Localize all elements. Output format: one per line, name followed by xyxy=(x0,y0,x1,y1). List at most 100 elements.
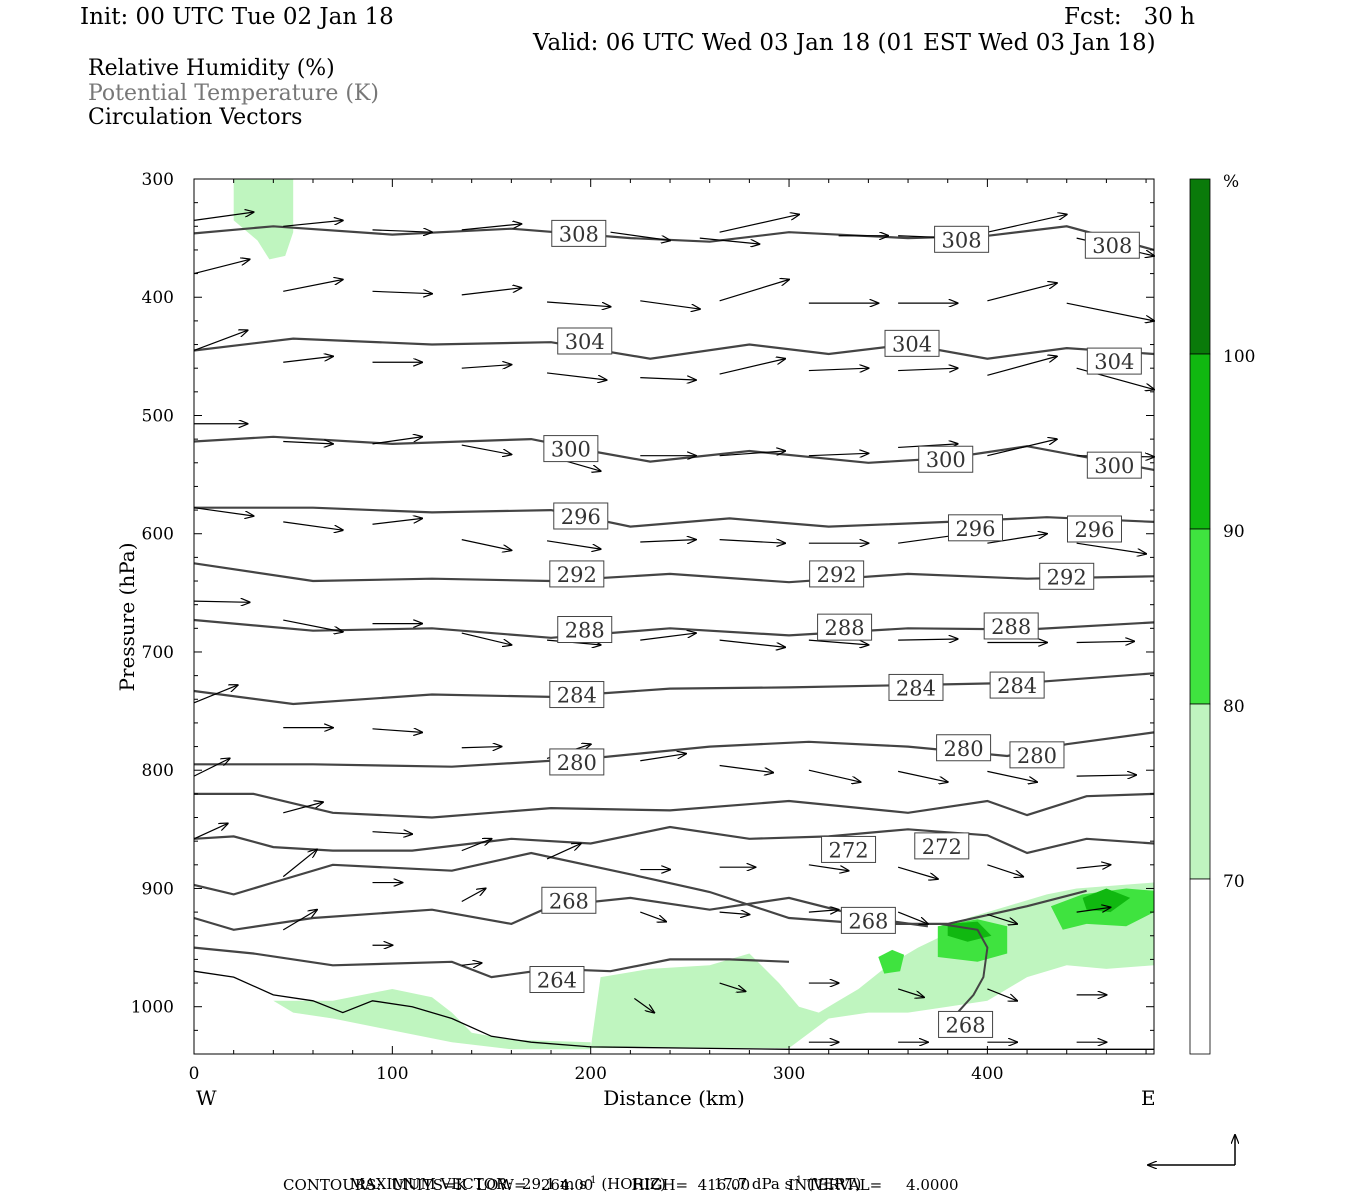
init-time: Init: 00 UTC Tue 02 Jan 18 xyxy=(80,4,394,30)
x-tick-label: 0 xyxy=(189,1064,200,1084)
circulation-vector xyxy=(282,849,317,878)
contour-label-box xyxy=(549,560,605,588)
circulation-vector xyxy=(546,540,601,549)
circulation-vector xyxy=(898,639,958,640)
circulation-vector xyxy=(719,451,785,457)
circulation-vector xyxy=(610,231,671,240)
rh-region-70 xyxy=(233,179,294,260)
circulation-vector xyxy=(461,632,512,645)
circulation-vector xyxy=(193,685,238,704)
y-axis-title: Pressure (hPa) xyxy=(115,543,139,692)
theta-contour-284 xyxy=(193,672,1155,706)
contour-label: 300 xyxy=(1094,454,1134,478)
circulation-vector xyxy=(898,444,958,448)
theta-contour-264 xyxy=(193,946,790,979)
contour-label: 268 xyxy=(848,909,888,933)
contour-label-box xyxy=(914,832,970,860)
contour-label-box xyxy=(549,748,605,776)
contour-label-box xyxy=(840,906,896,934)
contour-label-box xyxy=(553,502,609,530)
contour-label-box xyxy=(541,886,597,914)
contour-label: 296 xyxy=(955,517,995,541)
circulation-vector xyxy=(1066,302,1154,321)
colorbar-segment xyxy=(1189,703,1211,880)
circulation-vector xyxy=(461,963,482,965)
circulation-vector xyxy=(193,507,254,516)
field-vector-title: Circulation Vectors xyxy=(88,105,303,130)
circulation-vector xyxy=(461,444,512,454)
circulation-vector xyxy=(193,601,250,602)
circulation-vector xyxy=(372,291,433,293)
circulation-vector xyxy=(461,365,512,369)
circulation-vector xyxy=(987,770,1037,782)
circulation-vector xyxy=(987,439,1056,457)
field-theta-title: Potential Temperature (K) xyxy=(88,81,379,106)
contour-label: 288 xyxy=(825,616,865,640)
contour-label: 300 xyxy=(926,448,966,472)
contour-label: 264 xyxy=(537,969,577,993)
circulation-vector xyxy=(640,300,700,309)
circulation-vector xyxy=(640,633,696,641)
contour-label: 268 xyxy=(549,889,589,913)
circulation-vector xyxy=(372,729,423,733)
circulation-vector xyxy=(193,259,250,275)
contour-label-box xyxy=(947,514,1003,542)
circulation-vector xyxy=(808,769,861,782)
contour-label-box xyxy=(989,671,1045,699)
contour-label-box xyxy=(557,327,613,355)
contour-label: 280 xyxy=(557,751,597,775)
circulation-vector xyxy=(193,212,254,221)
theta-contour-300 xyxy=(193,435,1155,471)
theta-contour-268 xyxy=(193,851,1087,926)
colorbar-segment xyxy=(1189,528,1211,705)
circulation-vector xyxy=(808,864,849,871)
x-tick-label: 300 xyxy=(773,1064,805,1084)
circulation-vector xyxy=(719,912,750,914)
circulation-vector xyxy=(461,747,502,748)
x-tick-label: 100 xyxy=(376,1064,408,1084)
contour-label: 268 xyxy=(946,1013,986,1037)
colorbar-tick-label: 100 xyxy=(1223,347,1255,367)
colorbar-segment xyxy=(1189,353,1211,530)
circulation-vector xyxy=(633,997,654,1012)
contour-label-box xyxy=(557,616,613,644)
rh-region-80 xyxy=(878,949,905,974)
circulation-vector xyxy=(546,372,607,380)
circulation-vector xyxy=(1076,641,1135,642)
circulation-vector xyxy=(897,988,924,997)
footer-max-vector: MAXIMUM VECTOR: 29.1 m s-1 (HORIZ) 17.7 … xyxy=(349,1175,862,1193)
rh-region-70 xyxy=(273,989,591,1050)
contour-label-box xyxy=(809,560,865,588)
circulation-vector xyxy=(372,437,423,445)
circulation-vector xyxy=(640,540,696,542)
contour-label: 284 xyxy=(997,674,1037,698)
x-axis-title: Distance (km) xyxy=(603,1086,745,1110)
x-tick-label: 400 xyxy=(971,1064,1003,1084)
circulation-vector xyxy=(1076,775,1137,776)
contour-label-box xyxy=(1086,451,1142,479)
contour-label: 284 xyxy=(896,676,936,700)
circulation-vector xyxy=(719,540,785,544)
circulation-vector xyxy=(283,280,343,292)
contour-label: 292 xyxy=(817,563,857,587)
contour-label: 308 xyxy=(942,228,982,252)
circulation-vector xyxy=(987,913,1017,923)
plot-frame xyxy=(193,178,1155,1055)
circulation-vector xyxy=(283,521,343,530)
circulation-vector xyxy=(987,988,1017,1001)
theta-contour-304 xyxy=(193,337,1155,360)
contour-label-box xyxy=(1009,741,1065,769)
theta-contour-296 xyxy=(194,506,1155,528)
contour-label-box xyxy=(938,1010,994,1038)
contour-label-box xyxy=(551,219,607,247)
circulation-vector xyxy=(640,911,666,921)
circulation-vector xyxy=(193,330,248,352)
contour-label: 308 xyxy=(559,222,599,246)
circulation-vector xyxy=(699,237,760,244)
circulation-vector xyxy=(1076,907,1111,913)
circulation-vector xyxy=(987,534,1047,544)
circulation-vector xyxy=(193,758,230,777)
circulation-vector xyxy=(283,619,343,632)
colorbar-tick-label: 90 xyxy=(1223,522,1245,542)
